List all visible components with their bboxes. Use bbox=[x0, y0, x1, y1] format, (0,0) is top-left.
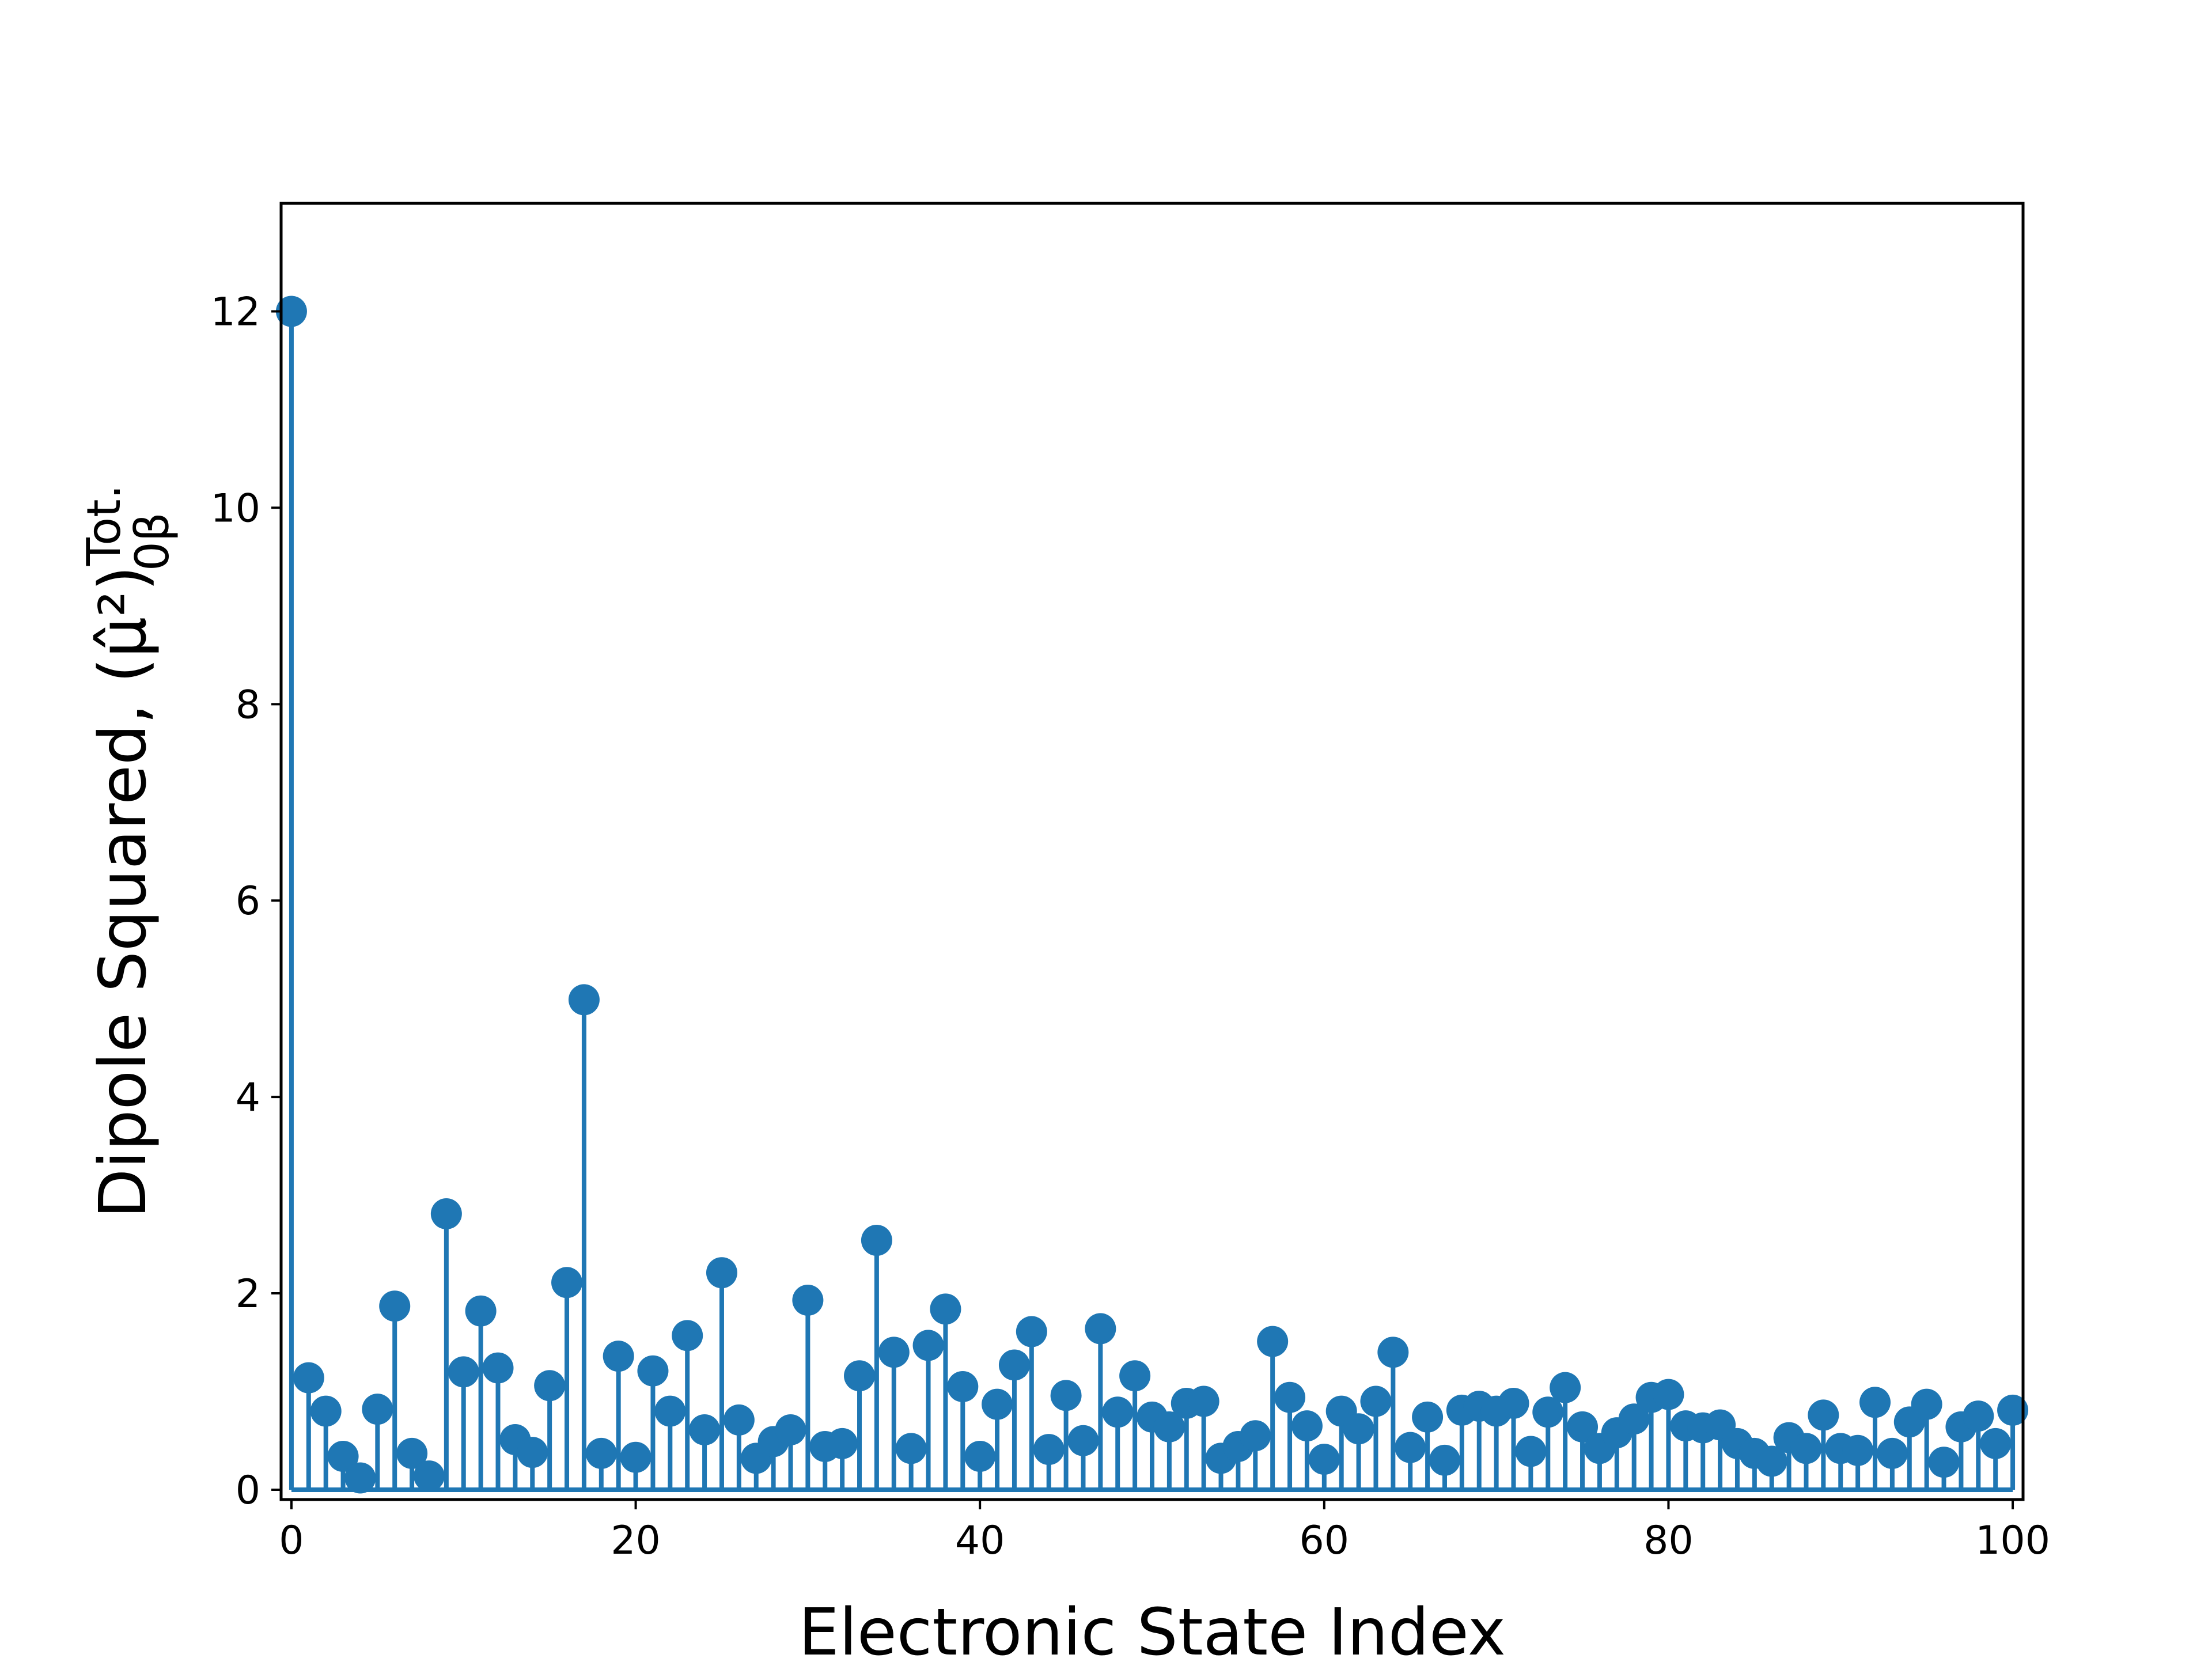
stem-marker bbox=[1119, 1360, 1151, 1392]
stem-marker bbox=[1308, 1444, 1340, 1475]
stem-marker bbox=[654, 1395, 686, 1427]
plot-frame bbox=[279, 202, 2025, 1501]
stem-marker bbox=[827, 1428, 858, 1459]
y-tick-label: 8 bbox=[236, 682, 260, 728]
x-tick-label: 80 bbox=[1643, 1518, 1694, 1563]
stem-marker bbox=[1498, 1387, 1529, 1419]
stem-marker bbox=[534, 1370, 566, 1402]
stem-marker bbox=[1360, 1385, 1392, 1417]
stem-marker bbox=[1377, 1337, 1409, 1368]
x-tick-label: 40 bbox=[955, 1518, 1005, 1563]
stem-marker bbox=[362, 1394, 393, 1425]
y-tick-label: 6 bbox=[236, 879, 260, 924]
stem-marker bbox=[1928, 1447, 1960, 1478]
stem-marker bbox=[585, 1437, 617, 1469]
stem-marker bbox=[620, 1441, 652, 1473]
y-axis-label-subscript: 0β bbox=[126, 512, 179, 571]
stem-marker bbox=[1429, 1444, 1460, 1476]
stem-marker bbox=[1153, 1411, 1185, 1443]
stem-marker bbox=[1240, 1420, 1271, 1452]
stem-marker bbox=[568, 984, 600, 1016]
stem-marker bbox=[379, 1290, 411, 1322]
x-tick-label: 60 bbox=[1300, 1518, 1350, 1563]
stem-marker bbox=[861, 1225, 892, 1256]
stem-marker bbox=[1997, 1394, 2029, 1426]
stem-marker bbox=[964, 1441, 996, 1472]
stem-marker bbox=[998, 1349, 1030, 1381]
stem-marker bbox=[310, 1395, 342, 1427]
y-axis-label-superscript: Tot. bbox=[77, 484, 131, 566]
stem-marker bbox=[1963, 1400, 1994, 1432]
stem-marker bbox=[947, 1371, 979, 1402]
stem-marker bbox=[517, 1437, 548, 1468]
stem-marker bbox=[723, 1404, 755, 1436]
stem-marker bbox=[1395, 1432, 1426, 1463]
stem-marker bbox=[775, 1414, 806, 1445]
stem-marker bbox=[982, 1388, 1013, 1420]
stem-marker bbox=[637, 1355, 669, 1387]
stem-marker bbox=[792, 1284, 824, 1316]
stem-marker bbox=[327, 1441, 359, 1472]
stem-marker bbox=[1842, 1434, 1874, 1466]
y-axis-label-main: Dipole Squared, (μ̂²) bbox=[86, 566, 161, 1218]
x-tick-label: 20 bbox=[611, 1518, 661, 1563]
stem-marker bbox=[1085, 1313, 1116, 1345]
stem-marker bbox=[1980, 1428, 2012, 1459]
stem-marker bbox=[878, 1337, 910, 1368]
stem-marker bbox=[1515, 1436, 1547, 1467]
stem-marker bbox=[672, 1320, 703, 1351]
stem-marker bbox=[275, 296, 307, 327]
stem-marker bbox=[1550, 1372, 1581, 1403]
stem-marker bbox=[396, 1437, 428, 1469]
stem-marker bbox=[1188, 1385, 1219, 1417]
stem-marker bbox=[1790, 1433, 1822, 1464]
stem-marker bbox=[551, 1267, 583, 1298]
y-tick-label: 12 bbox=[210, 290, 260, 335]
stem-marker bbox=[448, 1356, 479, 1388]
stem-marker bbox=[1102, 1396, 1134, 1428]
stem-marker bbox=[1033, 1434, 1065, 1466]
y-tick-label: 10 bbox=[210, 486, 260, 531]
stem-marker bbox=[1291, 1410, 1323, 1442]
stem-marker bbox=[1257, 1326, 1289, 1357]
stem-marker bbox=[430, 1198, 462, 1229]
stem-marker bbox=[689, 1414, 721, 1445]
x-tick-label: 100 bbox=[1975, 1518, 2050, 1563]
stem-marker bbox=[1532, 1396, 1564, 1428]
stem-marker bbox=[1653, 1379, 1684, 1410]
stem-marker bbox=[1016, 1316, 1047, 1347]
stem-marker bbox=[465, 1295, 497, 1327]
y-tick-label: 2 bbox=[236, 1271, 260, 1317]
stem-marker bbox=[1343, 1413, 1374, 1445]
stem-marker bbox=[1618, 1403, 1650, 1435]
y-axis-label: Dipole Squared, (μ̂²)Tot.0β bbox=[77, 484, 179, 1218]
stem-marker bbox=[844, 1360, 876, 1392]
stem-marker bbox=[1274, 1381, 1306, 1413]
x-axis-label: Electronic State Index bbox=[798, 1595, 1506, 1659]
stem-marker bbox=[1067, 1425, 1099, 1456]
stem-marker bbox=[930, 1293, 961, 1325]
stem-marker bbox=[1050, 1380, 1082, 1411]
stem-marker bbox=[1876, 1437, 1908, 1469]
stem-marker bbox=[912, 1330, 944, 1361]
stem-marker bbox=[293, 1362, 324, 1394]
stem-marker bbox=[1808, 1399, 1839, 1431]
stem-marker bbox=[1859, 1387, 1891, 1418]
stem-marker bbox=[1911, 1388, 1942, 1420]
stem-marker bbox=[895, 1433, 927, 1464]
stem-marker bbox=[1412, 1401, 1444, 1433]
stem-marker bbox=[706, 1257, 737, 1289]
y-tick-label: 0 bbox=[236, 1468, 260, 1513]
stem-marker bbox=[482, 1352, 514, 1384]
stem-marker bbox=[1756, 1445, 1787, 1477]
stem-marker bbox=[413, 1460, 445, 1492]
x-tick-label: 0 bbox=[279, 1518, 304, 1563]
stem-marker bbox=[344, 1462, 376, 1494]
stem-marker bbox=[603, 1341, 634, 1372]
y-tick-label: 4 bbox=[236, 1075, 260, 1120]
stem-marker bbox=[1567, 1411, 1599, 1443]
